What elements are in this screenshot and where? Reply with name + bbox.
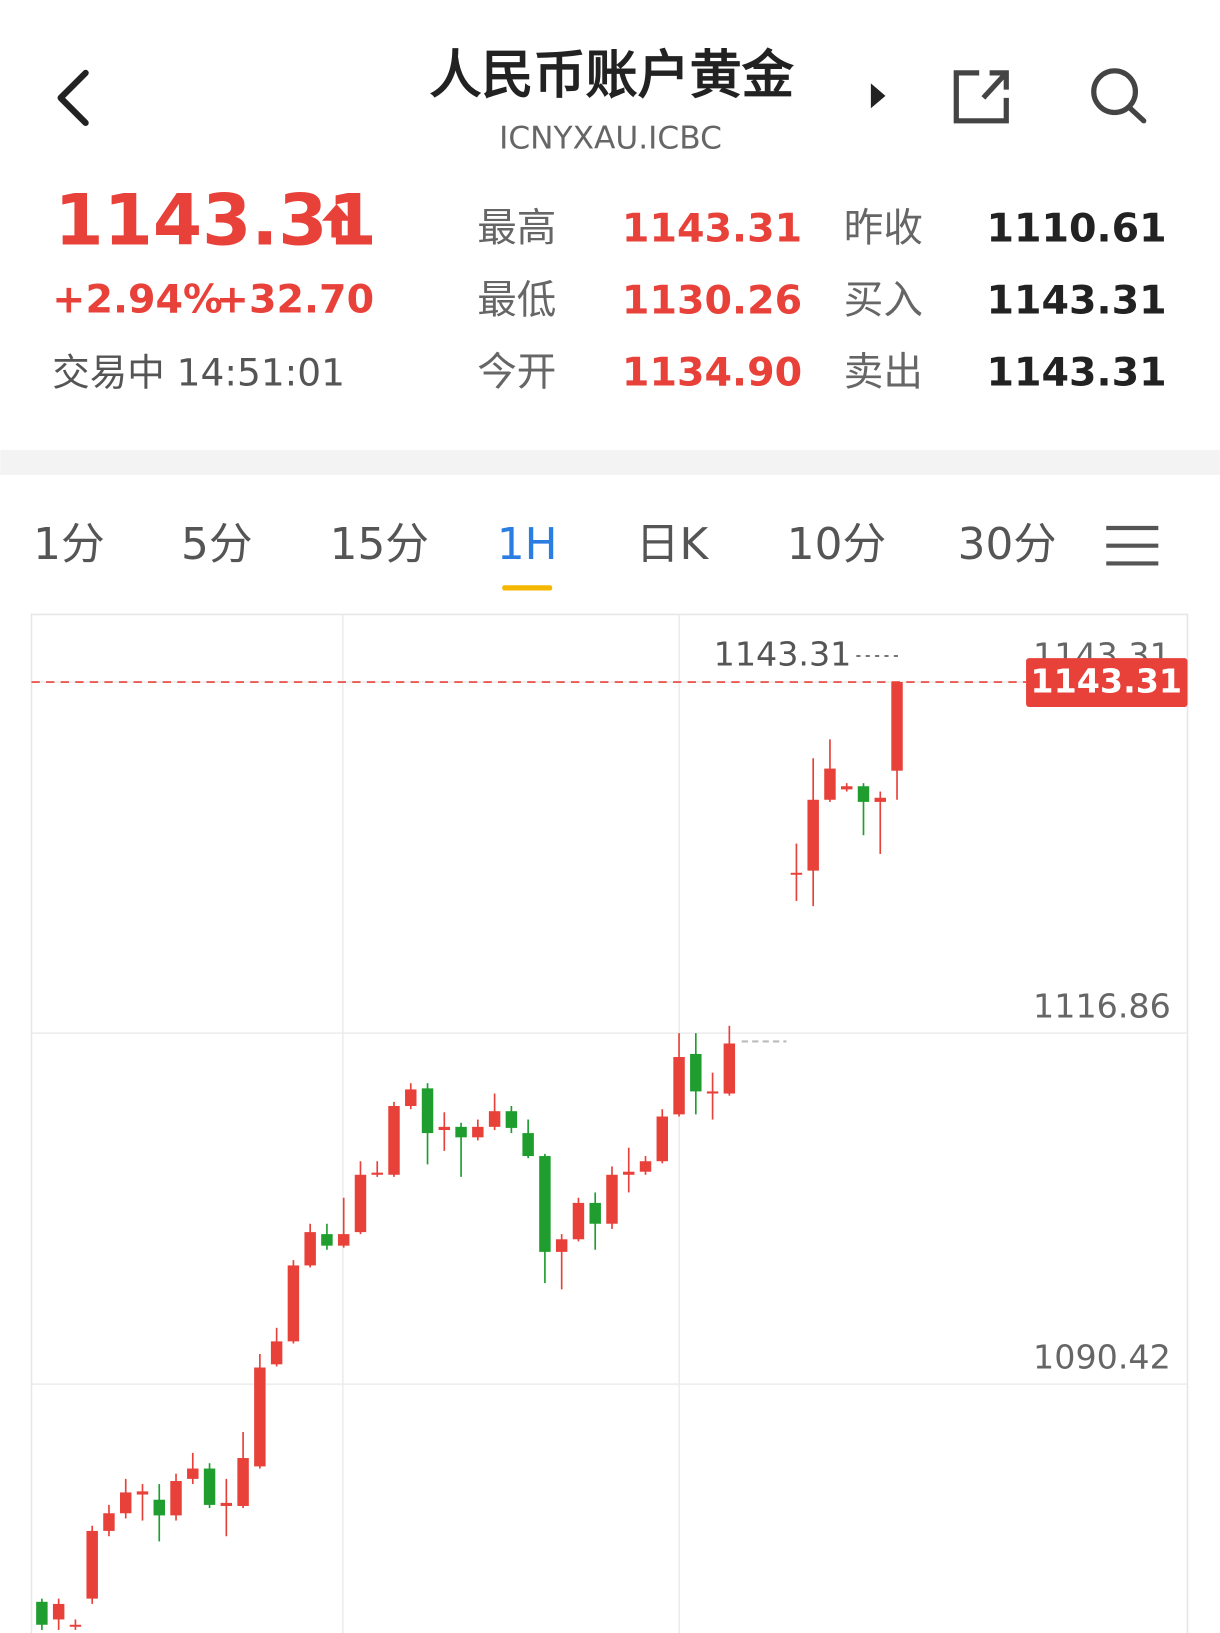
candle-body xyxy=(136,1491,149,1495)
candle-body xyxy=(656,1116,669,1162)
back-button[interactable] xyxy=(57,69,89,127)
instrument-code: ICNYXAU.ICBC xyxy=(499,121,722,157)
candle-body xyxy=(153,1499,165,1516)
candle-body xyxy=(405,1089,417,1107)
candle-body xyxy=(706,1091,719,1094)
last-price-badge xyxy=(1026,658,1188,708)
candle-body xyxy=(807,799,819,871)
candle-body xyxy=(421,1088,434,1134)
candle-body xyxy=(438,1126,451,1131)
candle-body xyxy=(321,1234,333,1246)
candle-body xyxy=(723,1043,736,1094)
tab[interactable]: 10分 xyxy=(787,519,886,570)
share-button[interactable] xyxy=(953,70,1009,124)
candle-body xyxy=(388,1106,400,1175)
candle-body xyxy=(119,1492,132,1514)
candle-body xyxy=(287,1265,300,1342)
stat-label: 最高 xyxy=(477,206,556,252)
candle-body xyxy=(522,1133,534,1157)
max-marker-label: 1143.31 xyxy=(714,634,852,673)
next-arrow[interactable] xyxy=(870,83,886,109)
tabs: 1分 5分 15分 1H 日K 10分 30分 xyxy=(33,519,1057,591)
stat-value: 1130.26 xyxy=(622,278,802,324)
candle-body xyxy=(891,682,903,771)
tab-underline xyxy=(502,585,553,591)
tab[interactable]: 1分 xyxy=(33,519,105,570)
change-percent: +2.94% xyxy=(52,277,222,323)
y-tick-label: 1090.42 xyxy=(1033,1338,1171,1377)
last-price-label: 1143.31 xyxy=(1030,662,1182,701)
candle-body xyxy=(371,1172,383,1175)
trade-status: 交易中 14:51:01 xyxy=(52,350,345,394)
candle-body xyxy=(488,1111,501,1127)
candle-body xyxy=(606,1174,618,1224)
search-button[interactable] xyxy=(1091,68,1147,124)
up-arrow xyxy=(322,204,352,238)
stat-value: 1110.61 xyxy=(986,206,1166,252)
stat-label: 买入 xyxy=(844,278,923,324)
stat-value: 1143.31 xyxy=(986,278,1166,324)
candle-body xyxy=(505,1111,518,1128)
candle-body xyxy=(555,1239,568,1252)
candle-body xyxy=(690,1053,702,1092)
tab[interactable]: 30分 xyxy=(958,519,1057,570)
menu-button[interactable] xyxy=(1106,525,1159,566)
stat-label: 卖出 xyxy=(844,349,923,395)
candle-body xyxy=(254,1367,266,1467)
candle-body xyxy=(220,1502,233,1506)
stat-value: 1134.90 xyxy=(622,349,802,395)
candle-body xyxy=(539,1156,551,1252)
candle-body xyxy=(354,1174,367,1233)
candle-body xyxy=(237,1458,249,1506)
change: +32.70 xyxy=(216,277,374,323)
candle-body xyxy=(170,1481,182,1516)
stats: 最高 1143.31 昨收 1110.61 最低 1130.26 买入 1143.31 今开 11… xyxy=(477,206,1166,396)
candle-body xyxy=(824,768,836,800)
candle-body xyxy=(52,1603,65,1620)
stat-label: 昨收 xyxy=(844,206,923,252)
candle-body xyxy=(455,1126,467,1138)
stat-label: 今开 xyxy=(477,349,556,395)
y-tick-label: 1116.86 xyxy=(1033,987,1171,1026)
candle-body xyxy=(304,1232,316,1266)
candle-body xyxy=(36,1601,48,1625)
candle-body xyxy=(472,1126,484,1138)
candle-body xyxy=(840,786,853,790)
candle-body xyxy=(187,1468,199,1479)
tab[interactable]: 5分 xyxy=(181,519,253,570)
candle-body xyxy=(857,786,870,802)
stat-label: 最低 xyxy=(477,278,556,324)
tab[interactable]: 1H xyxy=(497,519,558,570)
stat-value: 1143.31 xyxy=(986,349,1166,395)
candle-body xyxy=(337,1234,350,1246)
candle-body xyxy=(572,1202,585,1240)
candle-body xyxy=(639,1161,652,1172)
candle-body xyxy=(270,1341,283,1365)
candle-body xyxy=(86,1530,98,1599)
tab[interactable]: 日K xyxy=(636,519,710,570)
tab[interactable]: 15分 xyxy=(330,519,429,570)
candle-body xyxy=(103,1513,115,1531)
separator xyxy=(0,449,1220,475)
candle-body xyxy=(69,1624,82,1627)
candle-body xyxy=(874,797,886,802)
stat-value: 1143.31 xyxy=(622,206,802,252)
candle-body xyxy=(673,1057,685,1115)
chart-frame xyxy=(30,613,1189,1633)
candle-body xyxy=(203,1468,216,1505)
candle-body xyxy=(790,872,803,875)
candle-body xyxy=(589,1202,601,1224)
candle-body xyxy=(623,1171,635,1175)
page-title: 人民币账户黄金 xyxy=(429,46,794,106)
